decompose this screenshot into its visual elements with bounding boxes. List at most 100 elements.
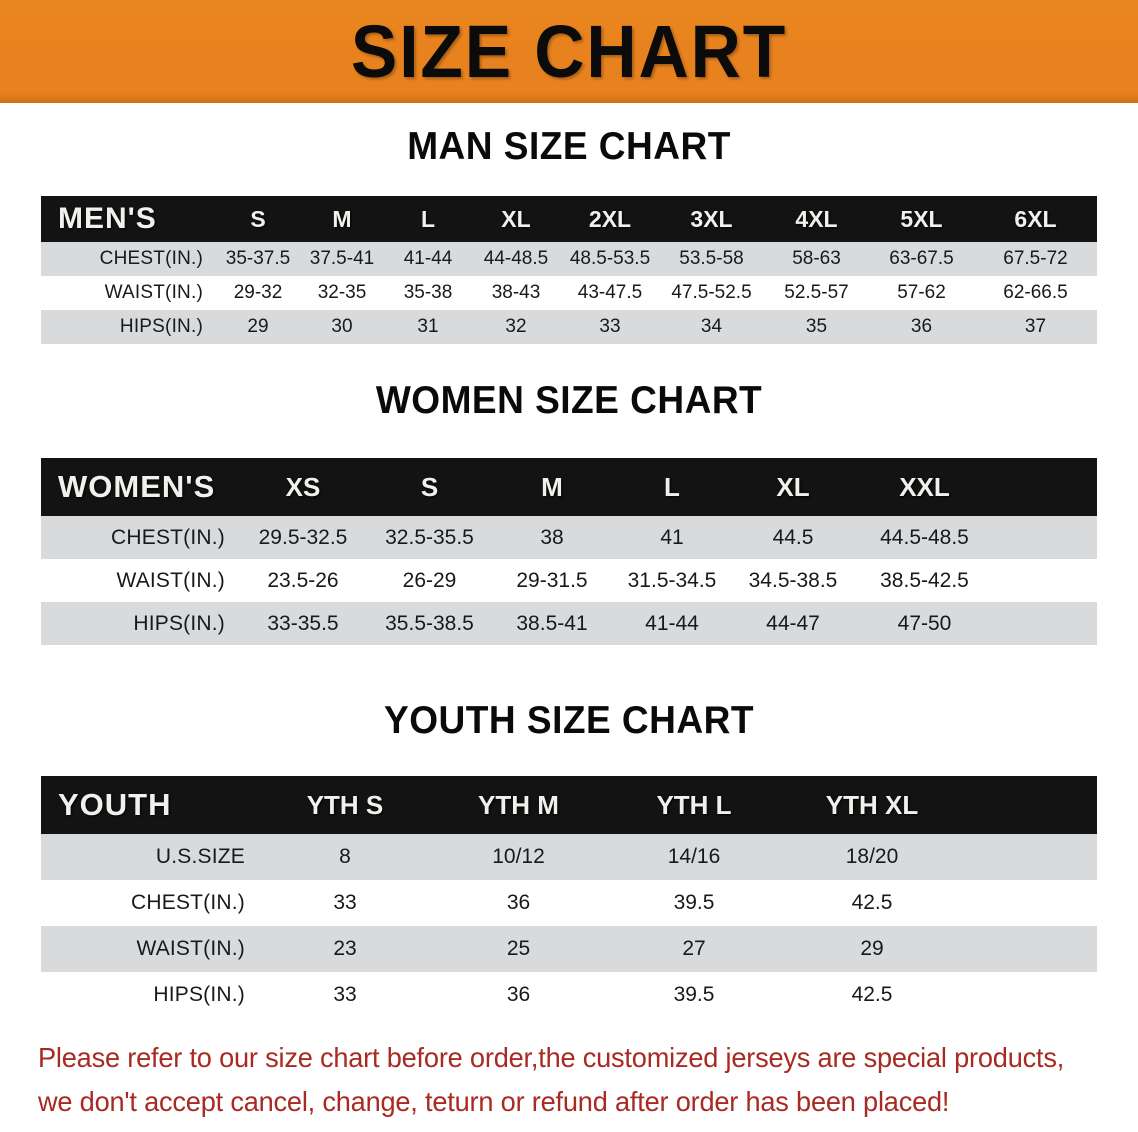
table-row: WAIST(IN.) 23.5-26 26-29 29-31.5 31.5-34.5 34…: [41, 559, 1097, 602]
women-column-header: XS: [239, 458, 367, 516]
women-cell: 26-29: [367, 559, 492, 602]
youth-row-label: U.S.SIZE: [41, 834, 259, 880]
women-cell: 44.5: [732, 516, 854, 559]
women-header-spacer: [995, 458, 1097, 516]
man-column-header: L: [385, 196, 471, 242]
table-row: WAIST(IN.) 23 25 27 29: [41, 926, 1097, 972]
women-cell: 41-44: [612, 602, 732, 645]
women-cell: 32.5-35.5: [367, 516, 492, 559]
man-cell: 37: [974, 310, 1097, 344]
man-cell: 58-63: [764, 242, 869, 276]
women-cell: 31.5-34.5: [612, 559, 732, 602]
youth-cell: 39.5: [606, 972, 782, 1018]
youth-cell: 27: [606, 926, 782, 972]
man-cell: 29: [217, 310, 299, 344]
youth-cell-spacer: [962, 926, 1097, 972]
man-cell: 53.5-58: [659, 242, 764, 276]
man-cell: 35: [764, 310, 869, 344]
man-column-header: 6XL: [974, 196, 1097, 242]
youth-row-label: CHEST(IN.): [41, 880, 259, 926]
man-column-header: S: [217, 196, 299, 242]
man-size-table: MEN'S S M L XL 2XL 3XL 4XL 5XL 6XL CHEST(IN.) 35-37…: [41, 196, 1097, 344]
man-cell: 38-43: [471, 276, 561, 310]
table-row: U.S.SIZE 8 10/12 14/16 18/20: [41, 834, 1097, 880]
table-row: HIPS(IN.) 29 30 31 32 33 34 35 36 37: [41, 310, 1097, 344]
man-column-header: 2XL: [561, 196, 659, 242]
man-column-header: XL: [471, 196, 561, 242]
youth-column-header: YTH L: [606, 776, 782, 834]
youth-column-header: YTH M: [431, 776, 606, 834]
man-cell: 34: [659, 310, 764, 344]
man-cell: 29-32: [217, 276, 299, 310]
man-row-label: HIPS(IN.): [41, 310, 217, 344]
man-cell: 67.5-72: [974, 242, 1097, 276]
man-cell: 63-67.5: [869, 242, 974, 276]
women-cell-spacer: [995, 516, 1097, 559]
man-header-row: MEN'S S M L XL 2XL 3XL 4XL 5XL 6XL: [41, 196, 1097, 242]
man-cell: 36: [869, 310, 974, 344]
banner-title: SIZE CHART: [350, 9, 788, 93]
disclaimer: Please refer to our size chart before or…: [38, 1036, 1076, 1124]
women-cell: 44-47: [732, 602, 854, 645]
youth-cell: 36: [431, 972, 606, 1018]
youth-cell: 29: [782, 926, 962, 972]
table-row: HIPS(IN.) 33-35.5 35.5-38.5 38.5-41 41-44 44-…: [41, 602, 1097, 645]
man-column-header: M: [299, 196, 385, 242]
man-cell: 47.5-52.5: [659, 276, 764, 310]
youth-row-label: WAIST(IN.): [41, 926, 259, 972]
women-column-header: S: [367, 458, 492, 516]
youth-section-title: YOUTH SIZE CHART: [384, 699, 754, 742]
women-cell: 41: [612, 516, 732, 559]
man-cell: 48.5-53.5: [561, 242, 659, 276]
man-cell: 52.5-57: [764, 276, 869, 310]
man-row-label: WAIST(IN.): [41, 276, 217, 310]
man-section-title: MAN SIZE CHART: [407, 125, 731, 168]
man-column-header: 5XL: [869, 196, 974, 242]
man-cell: 31: [385, 310, 471, 344]
table-row: HIPS(IN.) 33 36 39.5 42.5: [41, 972, 1097, 1018]
women-cell: 23.5-26: [239, 559, 367, 602]
man-cell: 30: [299, 310, 385, 344]
man-cell: 37.5-41: [299, 242, 385, 276]
youth-column-header: YTH XL: [782, 776, 962, 834]
man-cell: 35-38: [385, 276, 471, 310]
women-cell: 38.5-42.5: [854, 559, 995, 602]
youth-cell: 8: [259, 834, 431, 880]
women-cell-spacer: [995, 559, 1097, 602]
table-row: WAIST(IN.) 29-32 32-35 35-38 38-43 43-47.5 47.…: [41, 276, 1097, 310]
women-row-label: CHEST(IN.): [41, 516, 239, 559]
man-cell: 33: [561, 310, 659, 344]
women-column-header: L: [612, 458, 732, 516]
man-cell: 32: [471, 310, 561, 344]
man-column-header: 3XL: [659, 196, 764, 242]
youth-cell: 10/12: [431, 834, 606, 880]
youth-cell: 39.5: [606, 880, 782, 926]
disclaimer-line-1: Please refer to our size chart before or…: [38, 1042, 1065, 1073]
women-column-header: M: [492, 458, 612, 516]
youth-size-table: YOUTH YTH S YTH M YTH L YTH XL U.S.SIZE 8 10/12…: [41, 776, 1097, 1018]
youth-cell: 33: [259, 880, 431, 926]
youth-cell-spacer: [962, 834, 1097, 880]
youth-cell: 18/20: [782, 834, 962, 880]
youth-row-label: HIPS(IN.): [41, 972, 259, 1018]
women-cell: 34.5-38.5: [732, 559, 854, 602]
youth-cell: 25: [431, 926, 606, 972]
man-cell: 32-35: [299, 276, 385, 310]
women-section-title: WOMEN SIZE CHART: [375, 379, 763, 422]
women-cell: 44.5-48.5: [854, 516, 995, 559]
man-column-header: 4XL: [764, 196, 869, 242]
youth-cell: 23: [259, 926, 431, 972]
youth-header-row: YOUTH YTH S YTH M YTH L YTH XL: [41, 776, 1097, 834]
women-cell: 29-31.5: [492, 559, 612, 602]
women-cell: 33-35.5: [239, 602, 367, 645]
youth-header-spacer: [962, 776, 1097, 834]
youth-cell: 42.5: [782, 880, 962, 926]
youth-cell-spacer: [962, 880, 1097, 926]
youth-cell: 33: [259, 972, 431, 1018]
man-header-label: MEN'S: [41, 196, 217, 242]
women-column-header: XXL: [854, 458, 995, 516]
table-row: CHEST(IN.) 35-37.5 37.5-41 41-44 44-48.5 48.5…: [41, 242, 1097, 276]
man-cell: 62-66.5: [974, 276, 1097, 310]
women-cell: 47-50: [854, 602, 995, 645]
